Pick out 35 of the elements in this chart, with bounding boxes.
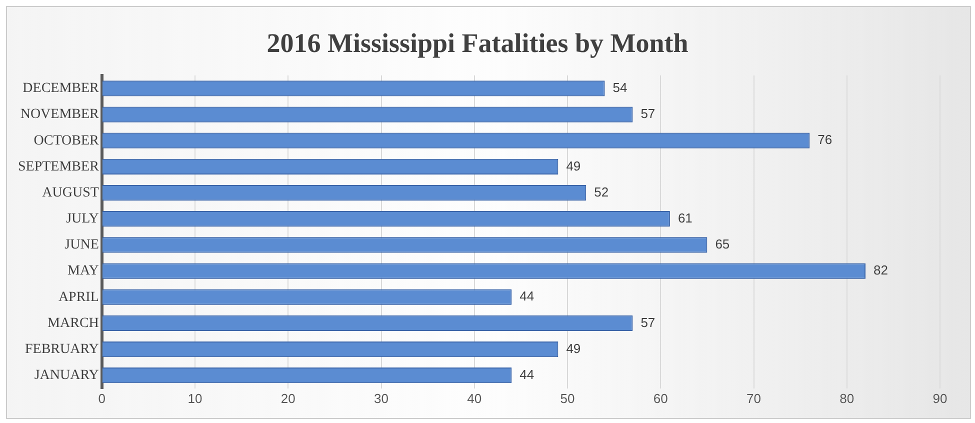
x-tick-label: 60 bbox=[653, 390, 668, 406]
y-tick-label: MARCH bbox=[48, 316, 99, 331]
y-tick-label: APRIL bbox=[58, 290, 99, 305]
data-label: 44 bbox=[520, 288, 534, 304]
data-label: 76 bbox=[818, 132, 832, 148]
data-label: 52 bbox=[594, 184, 609, 200]
chart-title: 2016 Mississippi Fatalities by Month bbox=[266, 28, 688, 58]
x-tick-label: 80 bbox=[840, 390, 854, 406]
y-tick-label: JANUARY bbox=[34, 368, 99, 384]
y-tick-label: SEPTEMBER bbox=[18, 159, 100, 174]
y-tick-label: JULY bbox=[66, 212, 99, 227]
y-tick-label: OCTOBER bbox=[34, 133, 100, 148]
x-tick-label: 40 bbox=[467, 390, 482, 406]
data-label: 82 bbox=[874, 262, 888, 278]
data-label: 57 bbox=[640, 314, 656, 330]
x-tick-label: 10 bbox=[188, 390, 202, 406]
data-label: 57 bbox=[640, 106, 656, 122]
y-tick-label: MAY bbox=[68, 264, 99, 279]
data-label: 54 bbox=[612, 80, 628, 96]
y-tick-label: FEBRUARY bbox=[24, 342, 99, 357]
data-label: 65 bbox=[715, 236, 730, 252]
data-label: 49 bbox=[566, 158, 581, 174]
x-tick-label: 70 bbox=[746, 390, 761, 406]
x-tick-label: 50 bbox=[560, 390, 575, 406]
y-tick-label: JUNE bbox=[64, 238, 99, 253]
x-tick-label: 0 bbox=[98, 390, 106, 406]
x-tick-label: 90 bbox=[932, 390, 948, 406]
y-tick-label: DECEMBER bbox=[22, 81, 100, 96]
data-label: 61 bbox=[678, 210, 692, 226]
data-label: 44 bbox=[520, 366, 534, 382]
data-label: 49 bbox=[566, 340, 581, 356]
y-tick-label: AUGUST bbox=[42, 185, 100, 200]
y-tick-label: NOVEMBER bbox=[20, 107, 100, 122]
x-tick-label: 20 bbox=[280, 390, 296, 406]
x-tick-label: 30 bbox=[374, 390, 389, 406]
